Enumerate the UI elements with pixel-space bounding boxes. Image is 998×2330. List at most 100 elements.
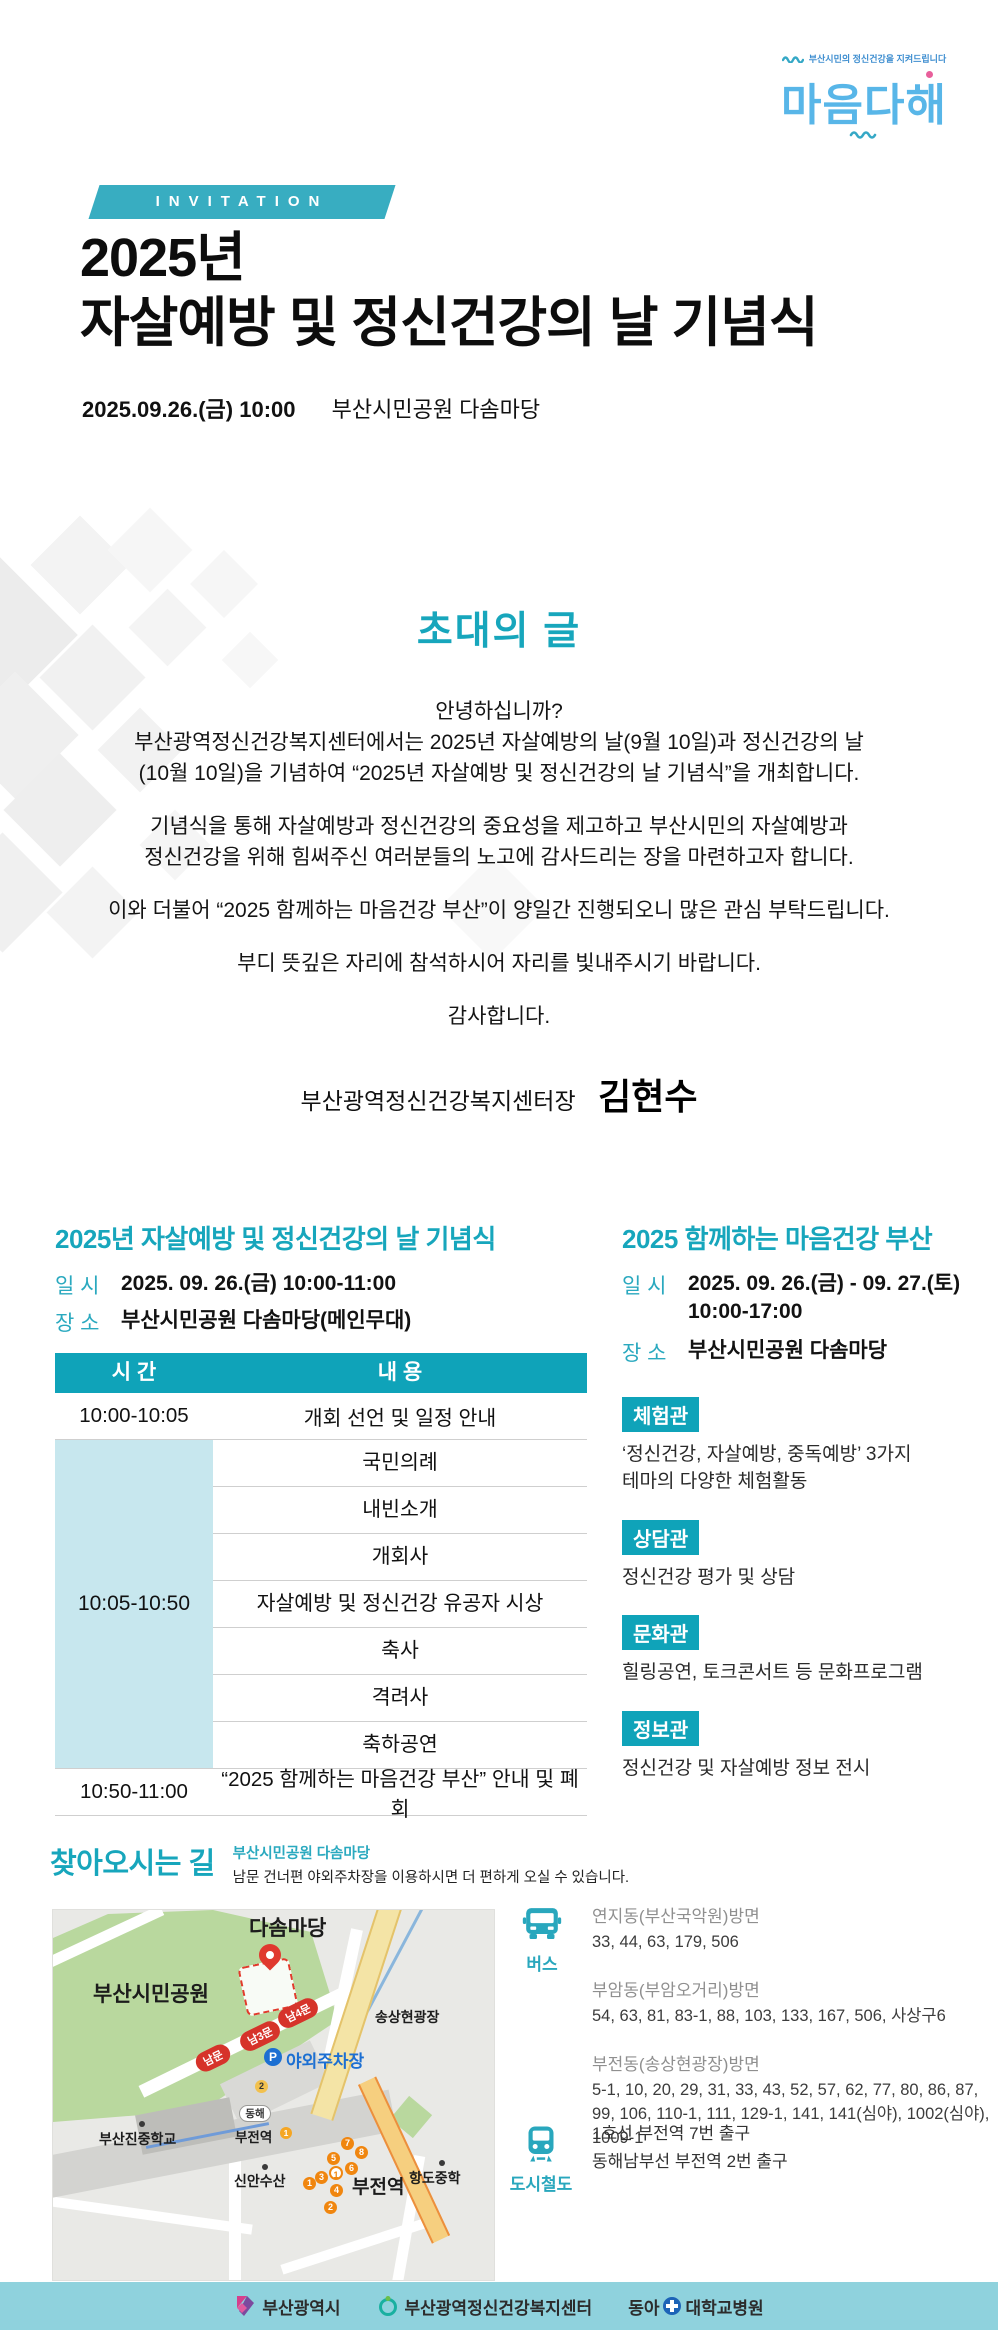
row-content: 격려사 bbox=[213, 1675, 587, 1722]
ceremony-title: 2025년 자살예방 및 정신건강의 날 기념식 bbox=[55, 1224, 496, 1254]
logo-tagline-row: 부산시민의 정신건강을 지켜드립니다 bbox=[764, 52, 964, 65]
schedule-table-header: 시 간 내 용 bbox=[55, 1353, 587, 1393]
booth-desc: 테마의 다양한 체험활동 bbox=[622, 1471, 808, 1493]
ceremony-venue: 부산시민공원 다솜마당(메인무대) bbox=[121, 1309, 412, 1332]
date-label: 일 시 bbox=[622, 1275, 667, 1298]
location-map: 다솜마당 부산시민공원 남문 남3문 남4문 P 야외주차장 송상현광장 2 동… bbox=[52, 1909, 495, 2281]
invitation-section: 초대의 글 안녕하십니까? 부산광역정신건강복지센터에서는 2025년 자살예방… bbox=[0, 507, 998, 1120]
event-dateline: 2025.09.26.(금) 10:00 부산시민공원 다솜마당 bbox=[82, 392, 540, 424]
booth-item: 정보관 정신건강 및 자살예방 정보 전시 bbox=[622, 1710, 974, 1783]
bus-routes: 54, 63, 81, 83-1, 88, 103, 133, 167, 506… bbox=[592, 2006, 946, 2025]
subway-line2: 동해남부선 부전역 2번 출구 bbox=[592, 2152, 788, 2172]
road bbox=[229, 2145, 241, 2280]
hospital-label: 대학교병원 bbox=[685, 2298, 764, 2318]
bus-direction: 부전동(송상현광장)방면 bbox=[592, 2054, 760, 2074]
col-content-header: 내 용 bbox=[377, 1361, 423, 1384]
mental-health-center-icon bbox=[378, 2296, 397, 2316]
ceremony-date-row: 일 시 2025. 09. 26.(금) 10:00-11:00 bbox=[55, 1270, 587, 1300]
table-row: 10:00-10:05 개회 선언 및 일정 안내 bbox=[55, 1393, 587, 1440]
fish-label: 신안수산 bbox=[234, 2173, 286, 2189]
festival-title: 2025 함께하는 마음건강 부산 bbox=[622, 1224, 933, 1254]
festival-venue: 부산시민공원 다솜마당 bbox=[688, 1338, 888, 1362]
row-content: 자살예방 및 정신건강 유공자 시상 bbox=[213, 1581, 587, 1628]
donga-label: 동아 bbox=[628, 2298, 660, 2318]
invitation-heading: 초대의 글 bbox=[416, 610, 582, 653]
wave-icon bbox=[849, 131, 877, 139]
title-line-1: 2025년 bbox=[80, 228, 246, 288]
merged-items: 국민의례 내빈소개 개회사 자살예방 및 정신건강 유공자 시상 축사 격려사 … bbox=[213, 1440, 587, 1768]
subway-line1: 1호선 부전역 7번 출구 bbox=[592, 2124, 751, 2143]
booth-list: 체험관 ‘정신건강, 자살예방, 중독예방’ 3가지 테마의 다양한 체험활동 … bbox=[622, 1396, 974, 1783]
directions-venue: 부산시민공원 다솜마당 bbox=[232, 1846, 371, 1862]
road bbox=[53, 2195, 253, 2235]
exit-4: 4 bbox=[330, 2184, 343, 2197]
parking-icon: P bbox=[264, 2048, 282, 2066]
plaza-label: 송상현광장 bbox=[375, 2009, 440, 2025]
poi-dot bbox=[139, 2121, 145, 2127]
bus-group: 부전동(송상현광장)방면 5-1, 10, 20, 29, 31, 33, 43… bbox=[592, 2050, 994, 2151]
invitation-banner: INVITATION bbox=[94, 185, 390, 219]
invitation-line: (10월 10일)을 기념하여 “2025년 자살예방 및 정신건강의 날 기념… bbox=[138, 762, 860, 785]
school2-label: 항도중학 bbox=[409, 2170, 461, 2186]
busan-city-label: 부산광역시 bbox=[262, 2298, 341, 2318]
invitation-line: 정신건강을 위해 힘써주신 여러분들의 노고에 감사드리는 장을 마련하고자 합… bbox=[144, 846, 854, 869]
table-row-merged: 10:05-10:50 국민의례 내빈소개 개회사 자살예방 및 정신건강 유공… bbox=[55, 1440, 587, 1769]
park-exit-2: 2 bbox=[255, 2080, 268, 2093]
bus-routes: 33, 44, 63, 179, 506 bbox=[592, 1933, 739, 1951]
booth-desc: 정신건강 및 자살예방 정보 전시 bbox=[622, 1757, 871, 1779]
bus-routes: 5-1, 10, 20, 29, 31, 33, 43, 52, 57, 62,… bbox=[592, 2080, 990, 2147]
row-content: 개회 선언 및 일정 안내 bbox=[303, 1407, 497, 1430]
busan-city-logo: 부산광역시 bbox=[234, 2294, 341, 2319]
festival-date-line2: 10:00-17:00 bbox=[688, 1300, 803, 1324]
directions-subtext: 부산시민공원 다솜마당 남문 건너편 야외주차장을 이용하시면 더 편하게 오실… bbox=[233, 1840, 629, 1887]
festival-date-row: 일 시 2025. 09. 26.(금) - 09. 27.(토) 10:00-… bbox=[622, 1270, 974, 1327]
row-time: 10:50-11:00 bbox=[80, 1780, 188, 1803]
donghae-badge: 동해 bbox=[239, 2105, 271, 2122]
parking-label: 야외주차장 bbox=[286, 2052, 365, 2071]
directions-header: 찾아오시는 길 부산시민공원 다솜마당 남문 건너편 야외주차장을 이용하시면 … bbox=[50, 1840, 629, 1887]
row-content: “2025 함께하는 마음건강 부산” 안내 및 폐회 bbox=[221, 1768, 579, 1821]
invitation-line: 부디 뜻깊은 자리에 참석하시어 자리를 빛내주시기 바랍니다. bbox=[237, 952, 761, 975]
invitation-line: 안녕하십니까? bbox=[435, 700, 563, 723]
event-date: 2025.09.26.(금) 10:00 bbox=[82, 397, 296, 422]
logo-tagline: 부산시민의 정신건강을 지켜드립니다 bbox=[808, 54, 947, 64]
ceremony-venue-row: 장 소 부산시민공원 다솜마당(메인무대) bbox=[55, 1307, 587, 1337]
rail-line1-badge: 1 bbox=[280, 2127, 292, 2139]
date-label: 일 시 bbox=[55, 1275, 100, 1298]
exit-6: 6 bbox=[345, 2162, 358, 2175]
schedule-table: 시 간 내 용 10:00-10:05 개회 선언 및 일정 안내 10:05-… bbox=[55, 1353, 587, 1821]
stage-label: 다솜마당 bbox=[249, 1917, 327, 1940]
exit-7: 7 bbox=[341, 2137, 354, 2150]
bujeon-station-label: 부전역 bbox=[352, 2177, 405, 2198]
subway-label: 도시철도 bbox=[509, 2175, 573, 2194]
donga-hospital-logo: 동아 대학교병원 bbox=[628, 2294, 764, 2319]
station-line1-badge: 1 bbox=[329, 2166, 343, 2180]
mental-health-center-logo: 부산광역정신건강복지센터 bbox=[377, 2294, 592, 2319]
poi-dot bbox=[262, 2164, 268, 2170]
logo-pink-dot bbox=[925, 71, 933, 78]
sender-name: 김현수 bbox=[598, 1076, 698, 1117]
wave-icon bbox=[781, 56, 804, 63]
row-time-merged: 10:05-10:50 bbox=[55, 1440, 213, 1768]
booth-badge: 체험관 bbox=[622, 1396, 700, 1432]
row-time: 10:00-10:05 bbox=[79, 1404, 189, 1427]
bus-direction: 연지동(부산국악원)방면 bbox=[592, 1907, 760, 1926]
exit-2: 2 bbox=[324, 2201, 337, 2214]
invitation-line: 부산광역정신건강복지센터에서는 2025년 자살예방의 날(9월 10일)과 정… bbox=[134, 731, 864, 754]
festival-section: 2025 함께하는 마음건강 부산 일 시 2025. 09. 26.(금) -… bbox=[622, 1219, 974, 1806]
row-content: 축하공연 bbox=[362, 1733, 438, 1756]
bus-label: 버스 bbox=[526, 1955, 558, 1974]
poi-dot bbox=[439, 2160, 445, 2166]
invitation-banner-label: INVITATION bbox=[155, 193, 329, 210]
ceremony-date: 2025. 09. 26.(금) 10:00-11:00 bbox=[121, 1272, 397, 1295]
table-row: 10:50-11:00 “2025 함께하는 마음건강 부산” 안내 및 폐회 bbox=[55, 1768, 587, 1821]
ceremony-section: 2025년 자살예방 및 정신건강의 날 기념식 일 시 2025. 09. 2… bbox=[55, 1219, 587, 1821]
subway-info: 1호선 부전역 7번 출구 동해남부선 부전역 2번 출구 bbox=[592, 2120, 788, 2176]
directions-heading: 찾아오시는 길 bbox=[50, 1848, 215, 1880]
maeumdahae-logo: 부산시민의 정신건강을 지켜드립니다 마음다해 bbox=[764, 52, 964, 139]
title-line-2: 자살예방 및 정신건강의 날 기념식 bbox=[80, 292, 819, 353]
footer-bar: 부산광역시 부산광역정신건강복지센터 동아 대학교병원 bbox=[0, 2282, 998, 2330]
hospital-cross-icon bbox=[663, 2297, 682, 2315]
booth-badge: 상담관 bbox=[622, 1519, 700, 1555]
